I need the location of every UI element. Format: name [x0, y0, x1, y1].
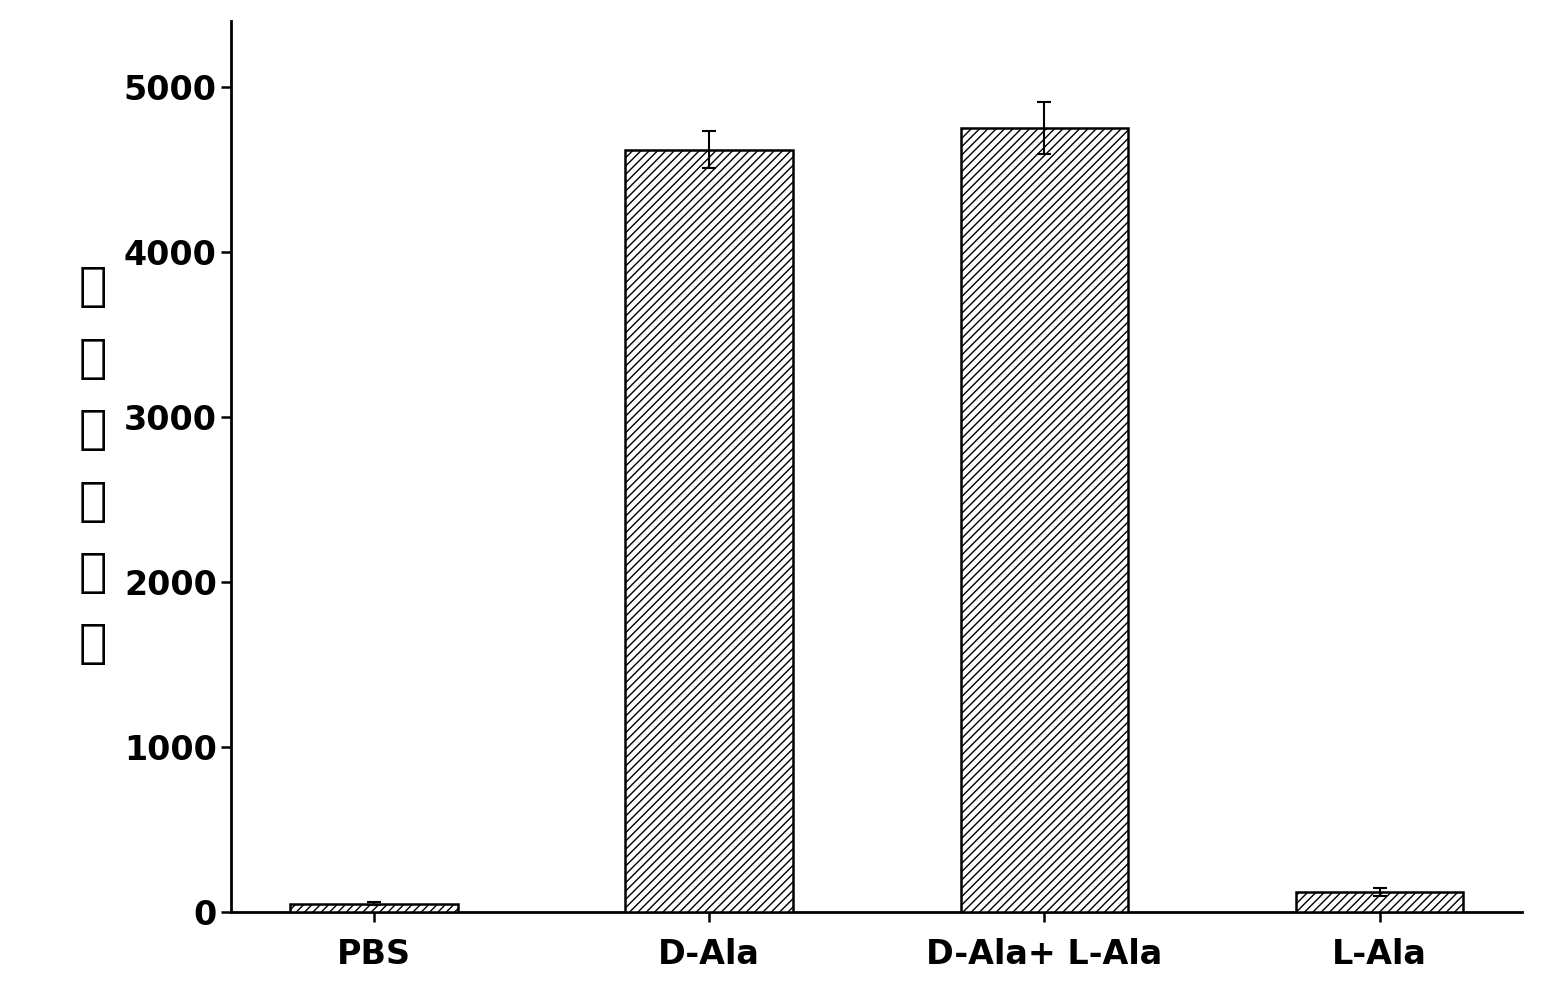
Text: 光: 光	[79, 479, 106, 525]
Bar	[290, 904, 458, 912]
Bar	[961, 128, 1128, 912]
Text: 度: 度	[79, 622, 106, 668]
Bar	[625, 150, 793, 912]
Text: 发: 发	[79, 408, 106, 453]
Text: 强: 强	[79, 551, 106, 596]
Text: 平: 平	[79, 265, 106, 310]
Text: 均: 均	[79, 336, 106, 382]
Bar	[1296, 892, 1463, 912]
